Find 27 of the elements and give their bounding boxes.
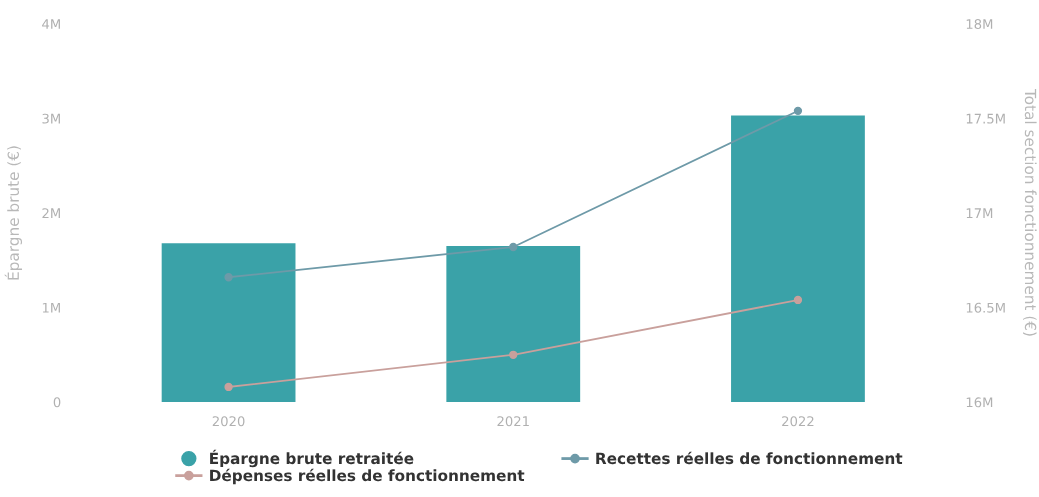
y2-tick-label: 16.5M — [966, 302, 1005, 313]
y-axis-title: Épargne brute (€) — [4, 146, 23, 280]
y2-tick-label: 16M — [966, 397, 993, 408]
point — [224, 382, 233, 392]
bar — [161, 243, 296, 403]
bar — [731, 115, 865, 403]
y2-axis-title: Total section fonctionnement (€) — [1022, 88, 1037, 336]
y-tick-label: 3M — [42, 113, 60, 124]
point — [793, 295, 803, 305]
legend-label: Dépenses réelles de fonctionnement — [210, 468, 525, 485]
bar — [446, 246, 581, 403]
x-tick-label: 2022 — [782, 416, 814, 427]
point — [509, 350, 518, 359]
y2-tick-label: 18M — [966, 19, 993, 30]
point — [793, 106, 803, 116]
x-tick-label: 2020 — [212, 416, 245, 427]
point — [509, 242, 518, 252]
legend-label: Épargne brute retraitée — [210, 449, 414, 468]
point — [224, 273, 233, 282]
y2-tick-label: 17.5M — [966, 113, 1005, 124]
y-tick-label: 2M — [42, 208, 60, 218]
y2-tick-label: 17M — [966, 208, 993, 218]
y-tick-label: 0 — [53, 397, 61, 408]
legend-label: Recettes réelles de fonctionnement — [596, 451, 903, 465]
y-tick-label: 1M — [42, 302, 60, 313]
y-tick-label: 4M — [42, 19, 60, 29]
x-tick-label: 2021 — [497, 416, 529, 427]
